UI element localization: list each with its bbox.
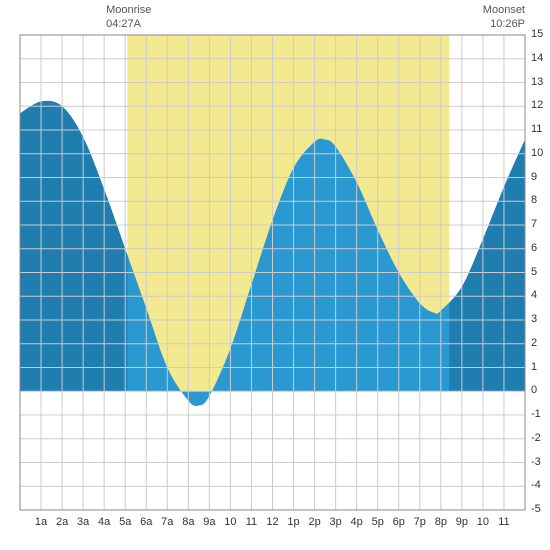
y-tick-label: 5 <box>531 266 537 278</box>
x-tick-label: 2p <box>305 516 325 528</box>
header-value: 10:26P <box>483 17 525 31</box>
x-tick-label: 4a <box>94 516 114 528</box>
x-tick-label: 12 <box>263 516 283 528</box>
header-title: Moonset <box>483 3 525 17</box>
y-tick-label: 1 <box>531 361 537 373</box>
x-tick-label: 4p <box>347 516 367 528</box>
y-tick-label: 7 <box>531 218 537 230</box>
y-tick-label: 2 <box>531 337 537 349</box>
x-tick-label: 6a <box>136 516 156 528</box>
y-tick-label: 11 <box>531 123 542 135</box>
y-tick-label: 8 <box>531 194 537 206</box>
x-tick-label: 9p <box>452 516 472 528</box>
x-tick-label: 5p <box>368 516 388 528</box>
grid <box>20 35 525 510</box>
y-tick-label: -4 <box>531 479 541 491</box>
y-tick-label: 9 <box>531 171 537 183</box>
x-tick-label: 3a <box>73 516 93 528</box>
x-tick-label: 11 <box>241 516 261 528</box>
x-tick-label: 8a <box>178 516 198 528</box>
x-tick-label: 9a <box>199 516 219 528</box>
x-tick-label: 6p <box>389 516 409 528</box>
y-tick-label: 0 <box>531 384 537 396</box>
y-tick-label: 4 <box>531 289 537 301</box>
y-tick-label: -1 <box>531 408 541 420</box>
x-tick-label: 8p <box>431 516 451 528</box>
y-tick-label: 3 <box>531 313 537 325</box>
y-tick-label: -5 <box>531 503 541 515</box>
y-tick-label: 13 <box>531 76 543 88</box>
x-tick-label: 3p <box>326 516 346 528</box>
x-tick-label: 1p <box>284 516 304 528</box>
header-value: 04:27A <box>106 17 151 31</box>
x-tick-label: 7a <box>157 516 177 528</box>
x-tick-label: 2a <box>52 516 72 528</box>
tide-chart: 1a2a3a4a5a6a7a8a9a1011121p2p3p4p5p6p7p8p… <box>0 0 550 550</box>
x-tick-label: 1a <box>31 516 51 528</box>
x-tick-label: 10 <box>220 516 240 528</box>
x-tick-label: 11 <box>494 516 514 528</box>
chart-svg <box>0 0 550 550</box>
y-tick-label: -3 <box>531 456 541 468</box>
y-tick-label: 12 <box>531 99 543 111</box>
y-tick-label: -2 <box>531 432 541 444</box>
moonrise-label: Moonrise04:27A <box>106 3 151 32</box>
y-tick-label: 10 <box>531 147 543 159</box>
y-tick-label: 14 <box>531 52 543 64</box>
moonset-label: Moonset10:26P <box>483 3 525 32</box>
y-tick-label: 6 <box>531 242 537 254</box>
x-tick-label: 10 <box>473 516 493 528</box>
x-tick-label: 7p <box>410 516 430 528</box>
x-tick-label: 5a <box>115 516 135 528</box>
header-title: Moonrise <box>106 3 151 17</box>
y-tick-label: 15 <box>531 28 543 40</box>
